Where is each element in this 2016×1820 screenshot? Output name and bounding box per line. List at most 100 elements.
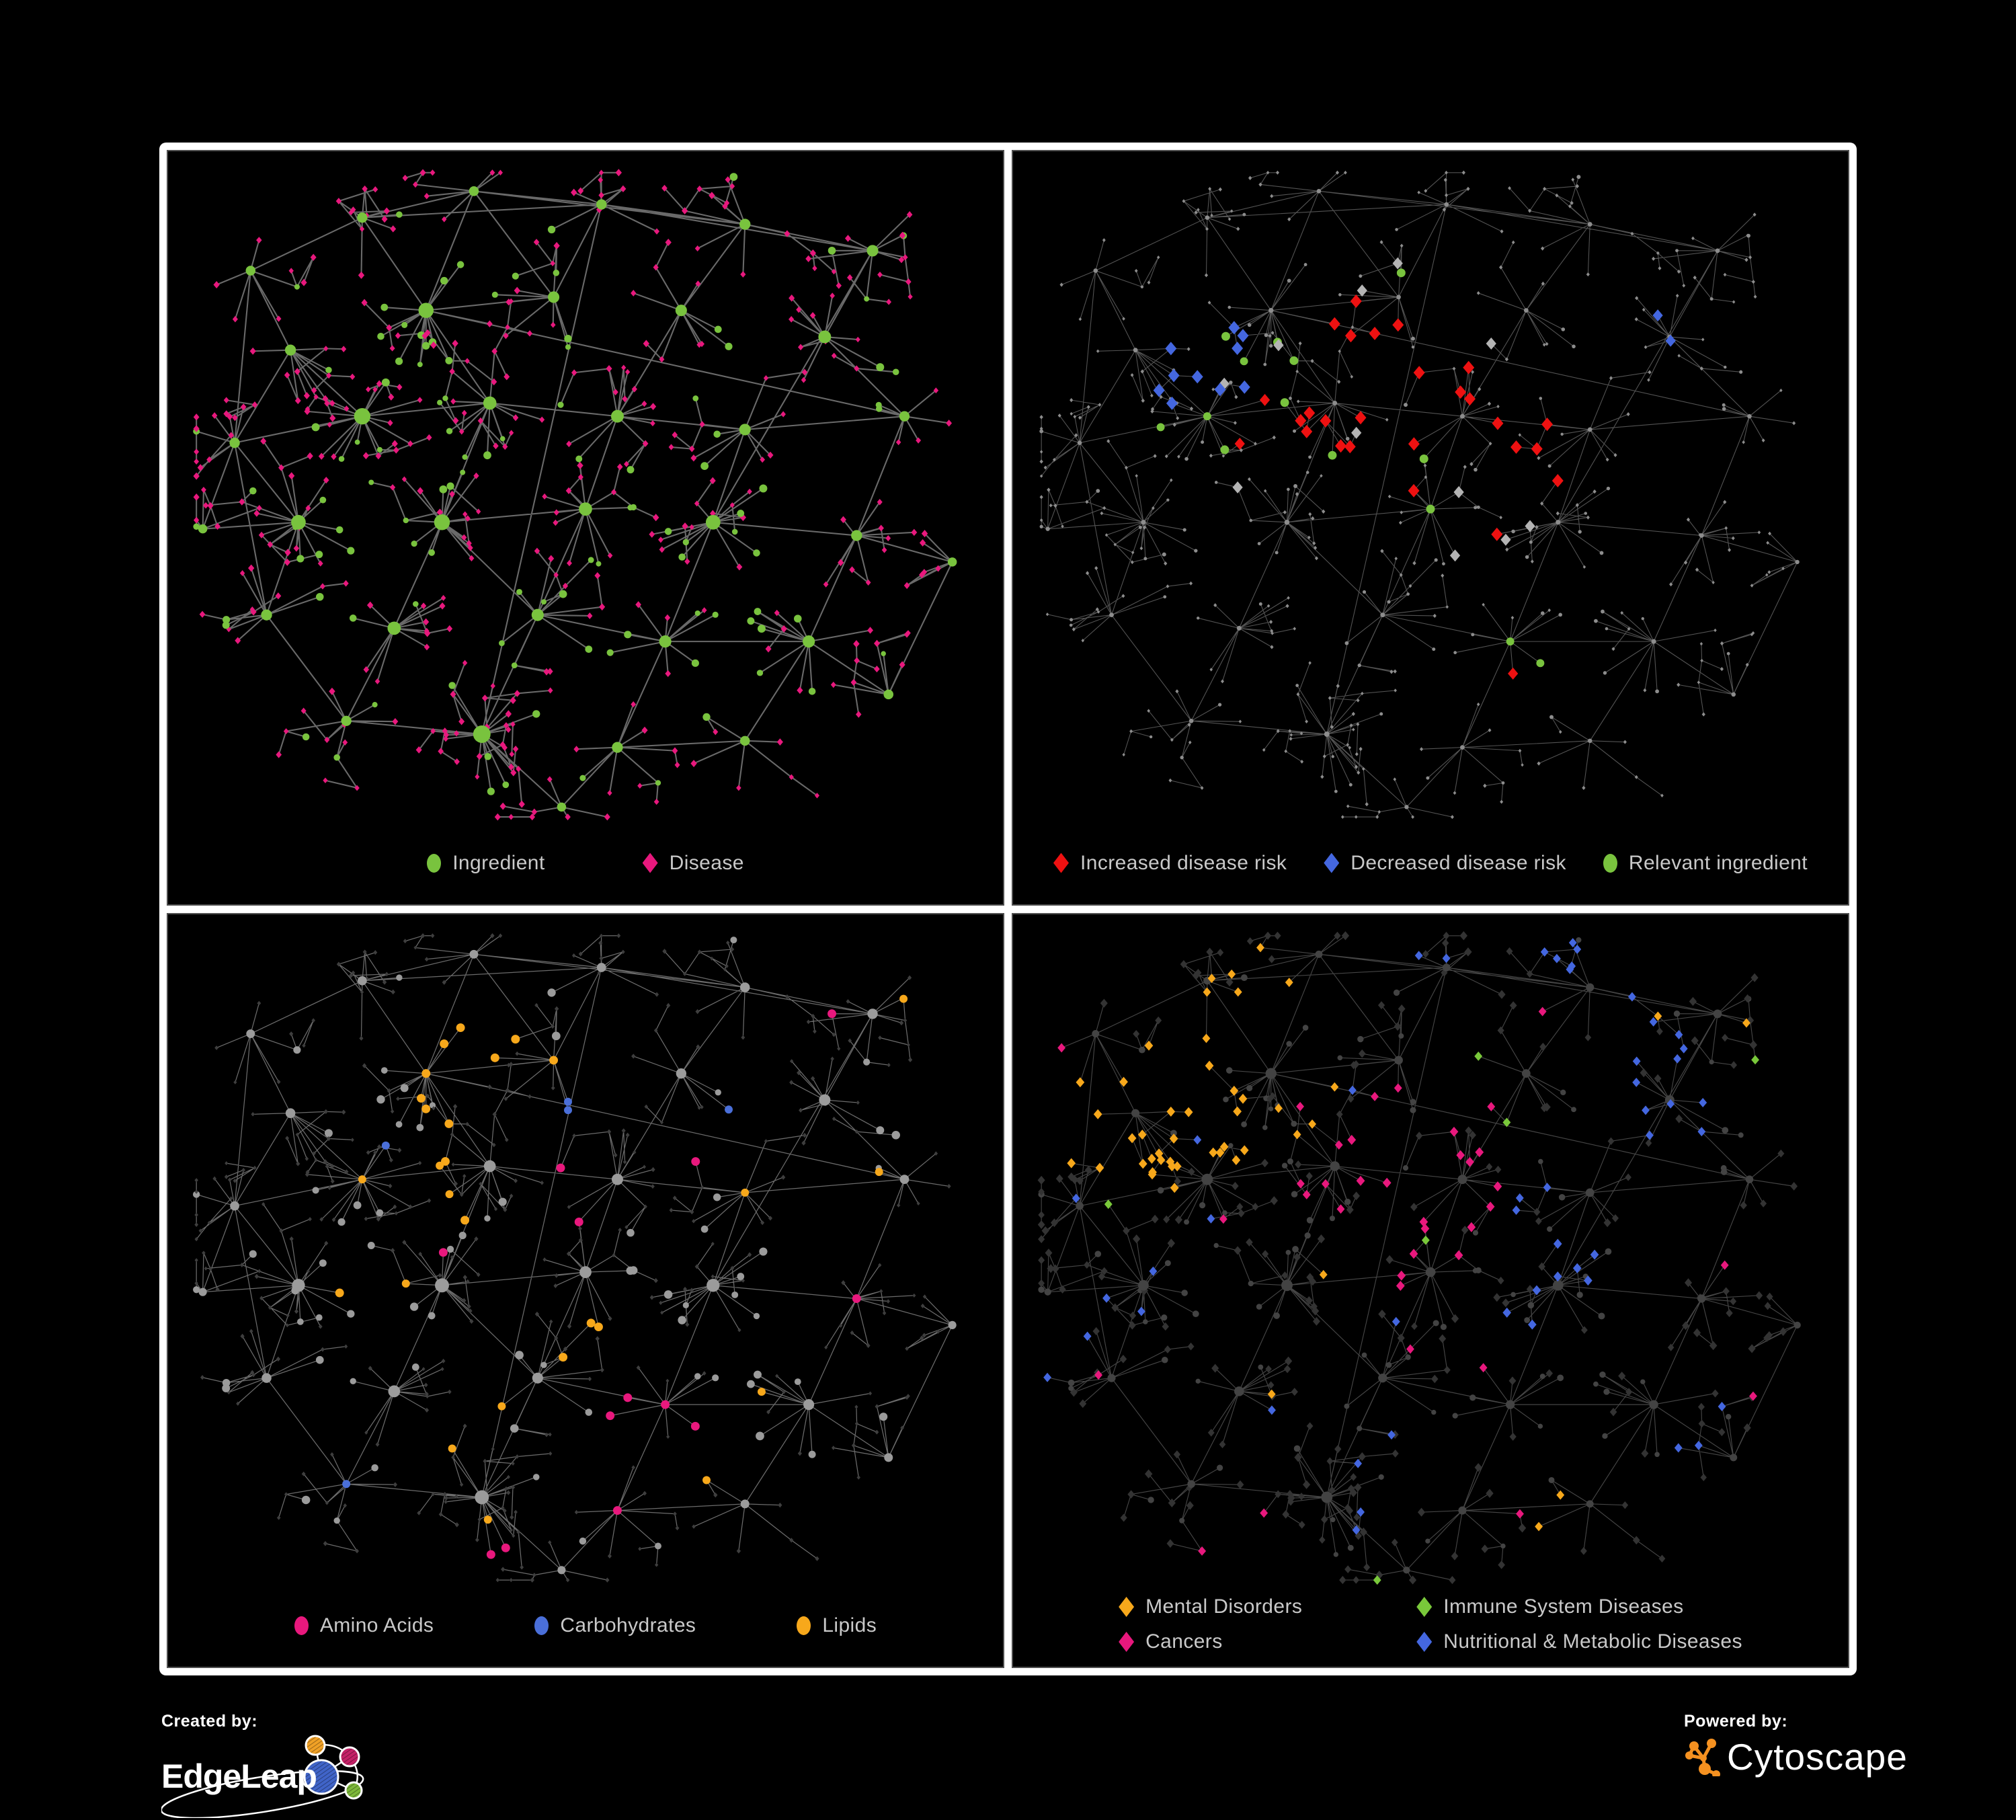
disease-node bbox=[239, 570, 245, 576]
disease-node bbox=[1393, 669, 1397, 674]
disease-node bbox=[801, 1140, 806, 1146]
disease-node bbox=[550, 321, 556, 328]
disease-node bbox=[317, 560, 323, 567]
disease-node bbox=[1182, 199, 1186, 203]
disease-node bbox=[920, 1335, 924, 1341]
disease-node bbox=[1675, 1114, 1683, 1123]
disease-node bbox=[512, 746, 519, 753]
ingredient-node bbox=[456, 1023, 465, 1032]
ingredient-node bbox=[1328, 450, 1337, 460]
disease-node bbox=[279, 1228, 284, 1233]
disease-node bbox=[1347, 1095, 1355, 1103]
disease-node bbox=[424, 956, 429, 961]
disease-node bbox=[1449, 1126, 1459, 1137]
ingredient-node bbox=[445, 1189, 454, 1198]
disease-node bbox=[1443, 177, 1447, 182]
ingredient-node bbox=[1576, 937, 1582, 943]
disease-node bbox=[1191, 370, 1203, 384]
ingredient-node bbox=[342, 1479, 351, 1488]
ingredient-node bbox=[438, 1247, 448, 1257]
disease-node bbox=[491, 1142, 496, 1147]
legend-label: Immune System Diseases bbox=[1443, 1595, 1684, 1618]
disease-node bbox=[253, 510, 260, 517]
disease-node bbox=[1353, 1575, 1360, 1584]
disease-node bbox=[1455, 385, 1467, 399]
disease-node bbox=[1573, 944, 1582, 954]
disease-node bbox=[1312, 541, 1316, 546]
disease-node bbox=[1166, 584, 1170, 588]
ingredient-node bbox=[1141, 520, 1146, 525]
ingredient-node bbox=[1442, 963, 1451, 972]
disease-node bbox=[1246, 937, 1254, 945]
ellipse-marker-icon bbox=[1603, 853, 1617, 873]
ingredient-node bbox=[879, 1412, 888, 1421]
ellipse-marker-icon bbox=[294, 1616, 309, 1635]
disease-node bbox=[774, 609, 780, 617]
disease-node bbox=[235, 637, 241, 645]
disease-node bbox=[260, 437, 267, 445]
disease-node bbox=[1654, 1011, 1662, 1021]
disease-node bbox=[578, 1226, 582, 1231]
disease-node bbox=[1392, 1449, 1399, 1458]
disease-node bbox=[638, 1546, 642, 1551]
disease-node bbox=[810, 1075, 815, 1081]
disease-node bbox=[1072, 627, 1076, 632]
disease-node bbox=[689, 1287, 694, 1293]
disease-node bbox=[548, 1432, 552, 1437]
disease-node bbox=[935, 565, 941, 572]
ingredient-node bbox=[515, 1350, 524, 1359]
ingredient-node bbox=[1156, 423, 1165, 432]
disease-node bbox=[1347, 1134, 1357, 1145]
disease-node bbox=[1423, 463, 1427, 468]
disease-node bbox=[1189, 581, 1193, 586]
disease-node bbox=[631, 1464, 635, 1470]
edgeleap-node-orange bbox=[305, 1735, 326, 1756]
disease-node bbox=[1586, 272, 1590, 277]
ingredient-node bbox=[1584, 512, 1588, 515]
disease-node bbox=[499, 802, 506, 810]
disease-node bbox=[1718, 1427, 1726, 1436]
ingredient-node bbox=[1598, 1312, 1605, 1319]
disease-node bbox=[1586, 515, 1590, 520]
disease-node bbox=[801, 377, 807, 383]
disease-node bbox=[1337, 379, 1341, 384]
disease-node bbox=[1259, 393, 1271, 406]
disease-node bbox=[1730, 1060, 1738, 1069]
ingredient-node bbox=[284, 344, 296, 356]
disease-node bbox=[760, 457, 766, 463]
disease-node bbox=[1603, 1218, 1611, 1227]
disease-node bbox=[549, 1319, 553, 1324]
disease-node bbox=[1575, 503, 1579, 508]
disease-node bbox=[1621, 1501, 1629, 1509]
disease-node bbox=[1055, 1174, 1063, 1183]
disease-node bbox=[512, 1533, 516, 1538]
ingredient-node bbox=[1197, 617, 1200, 620]
disease-node bbox=[1350, 1472, 1357, 1481]
ingredient-node bbox=[1180, 755, 1184, 760]
disease-node bbox=[1474, 1462, 1482, 1472]
ingredient-node bbox=[1476, 505, 1480, 509]
ingredient-node bbox=[565, 344, 571, 350]
ingredient-node bbox=[1068, 1385, 1074, 1391]
disease-node bbox=[1093, 1109, 1102, 1119]
disease-node bbox=[194, 458, 200, 465]
disease-node bbox=[1467, 1222, 1476, 1232]
ingredient-node bbox=[1603, 671, 1607, 675]
network-edges bbox=[196, 935, 953, 1581]
disease-node bbox=[1535, 524, 1539, 530]
ellipse-marker-icon bbox=[534, 1616, 549, 1635]
disease-node bbox=[1620, 610, 1624, 615]
disease-node bbox=[1635, 296, 1639, 301]
disease-node bbox=[1456, 1150, 1465, 1160]
disease-node bbox=[571, 953, 576, 957]
disease-node bbox=[251, 401, 258, 408]
disease-node bbox=[454, 730, 460, 737]
disease-node bbox=[193, 425, 200, 432]
disease-node bbox=[624, 368, 631, 375]
disease-node bbox=[1153, 454, 1157, 459]
ingredient-node bbox=[1576, 175, 1581, 180]
ingredient-node bbox=[376, 1095, 385, 1103]
disease-node bbox=[1452, 366, 1456, 371]
disease-node bbox=[375, 452, 382, 460]
disease-node bbox=[765, 645, 772, 653]
